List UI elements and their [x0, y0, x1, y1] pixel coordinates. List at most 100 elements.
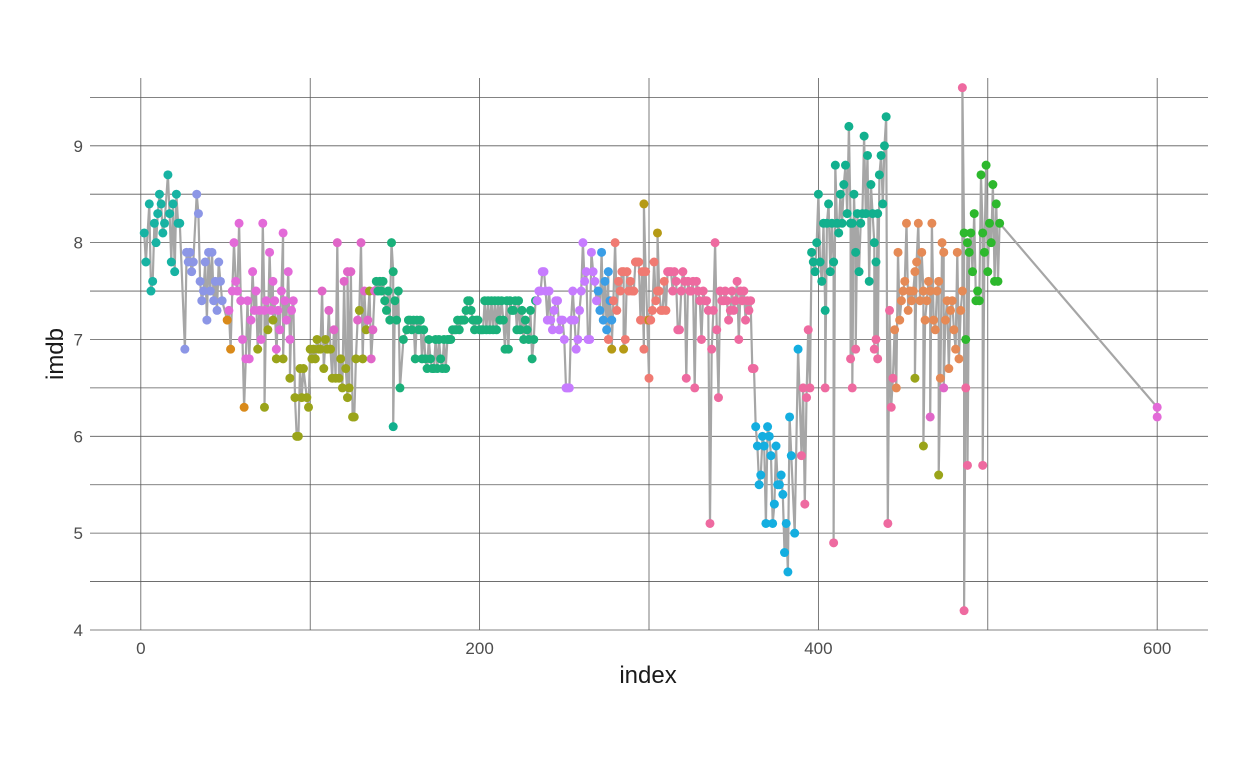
data-point	[388, 267, 398, 277]
x-tick-label: 600	[1143, 639, 1171, 658]
data-point	[198, 286, 208, 296]
y-tick-label: 6	[74, 427, 83, 446]
data-point	[266, 305, 276, 315]
data-point	[527, 354, 537, 364]
data-point	[881, 112, 891, 122]
data-point	[283, 267, 293, 277]
data-point	[888, 373, 898, 383]
data-point	[410, 354, 420, 364]
data-point	[578, 238, 588, 248]
data-point	[356, 238, 366, 248]
data-point	[702, 296, 712, 306]
data-point	[873, 209, 883, 219]
data-point	[744, 305, 754, 315]
data-point	[315, 344, 325, 354]
data-point	[690, 383, 700, 393]
y-tick-label: 9	[74, 137, 83, 156]
data-point	[652, 228, 662, 238]
data-point	[165, 209, 175, 219]
data-point	[171, 189, 181, 199]
data-point	[851, 247, 861, 257]
data-point	[337, 383, 347, 393]
data-point	[380, 296, 390, 306]
data-point	[934, 470, 944, 480]
data-point	[214, 257, 224, 267]
data-point	[259, 402, 269, 412]
data-point	[959, 606, 969, 616]
data-point	[844, 121, 854, 131]
data-point	[324, 305, 334, 315]
data-point	[937, 238, 947, 248]
data-point	[934, 276, 944, 286]
data-point	[329, 325, 339, 335]
data-point	[840, 160, 850, 170]
data-point	[634, 257, 644, 267]
data-point	[514, 296, 524, 306]
data-point	[571, 344, 581, 354]
data-point	[319, 364, 329, 374]
data-points	[139, 83, 1162, 616]
data-point	[464, 296, 474, 306]
data-point	[539, 267, 549, 277]
data-point	[910, 373, 920, 383]
data-point	[508, 305, 518, 315]
data-point	[659, 276, 669, 286]
data-point	[871, 334, 881, 344]
data-point	[768, 518, 778, 528]
data-point	[187, 267, 197, 277]
data-point	[388, 422, 398, 432]
data-point	[573, 334, 583, 344]
data-point	[764, 431, 774, 441]
data-point	[654, 286, 664, 296]
data-point	[160, 218, 170, 228]
data-point	[913, 218, 923, 228]
data-point	[256, 334, 266, 344]
data-point	[395, 383, 405, 393]
data-point	[275, 325, 285, 335]
data-point	[205, 286, 215, 296]
data-point	[849, 189, 859, 199]
data-point	[947, 296, 957, 306]
data-point	[976, 170, 986, 180]
data-point	[383, 286, 393, 296]
connector-lines	[143, 87, 1159, 611]
data-point	[544, 286, 554, 296]
data-point	[908, 286, 918, 296]
data-point	[320, 334, 330, 344]
data-point	[644, 373, 654, 383]
data-point	[263, 325, 273, 335]
data-point	[891, 383, 901, 393]
data-point	[668, 286, 678, 296]
data-point	[415, 315, 425, 325]
data-point	[984, 218, 994, 228]
data-point	[156, 199, 166, 209]
data-point	[188, 257, 198, 267]
data-point	[734, 334, 744, 344]
data-point	[268, 276, 278, 286]
data-point	[385, 315, 395, 325]
data-point	[492, 325, 502, 335]
data-point	[298, 364, 308, 374]
data-point	[835, 189, 845, 199]
data-point	[954, 354, 964, 364]
data-point	[705, 518, 715, 528]
y-axis-title: imdb	[42, 328, 69, 380]
data-point	[978, 228, 988, 238]
data-point	[622, 267, 632, 277]
data-point	[969, 209, 979, 219]
y-tick-label: 7	[74, 330, 83, 349]
data-point	[253, 344, 263, 354]
data-point	[224, 305, 234, 315]
data-point	[641, 267, 651, 277]
data-point	[1152, 412, 1162, 422]
data-point	[517, 305, 527, 315]
data-point	[607, 344, 617, 354]
data-point	[973, 286, 983, 296]
data-point	[207, 247, 217, 257]
data-point	[293, 431, 303, 441]
data-point	[732, 276, 742, 286]
data-point	[966, 228, 976, 238]
data-point	[180, 344, 190, 354]
y-tick-label: 8	[74, 234, 83, 253]
data-point	[720, 286, 730, 296]
